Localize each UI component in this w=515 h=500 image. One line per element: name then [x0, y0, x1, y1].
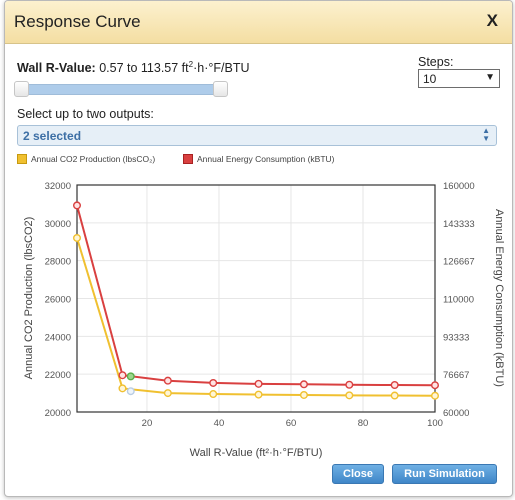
x-tick-label: 40	[214, 418, 225, 429]
outputs-multiselect[interactable]: 2 selected ▲ ▼	[17, 125, 497, 146]
parameter-range-text: 0.57 to 113.57 ft	[99, 61, 189, 76]
right-tick-label: 160000	[443, 181, 475, 192]
data-point-co2	[390, 391, 399, 400]
steps-label: Steps:	[418, 55, 454, 69]
close-icon[interactable]: X	[486, 11, 498, 30]
chart-grid	[77, 185, 435, 412]
parameter-range-label: Wall R-Value: 0.57 to 113.57 ft2·h·°F/BT…	[17, 60, 249, 75]
parameter-name: Wall R-Value:	[17, 61, 96, 76]
outputs-selected-text: 2 selected	[23, 129, 82, 143]
parameter-unit-sup: 2	[188, 60, 194, 69]
dialog-title: Response Curve	[14, 12, 141, 31]
current-point-co2	[126, 387, 135, 396]
left-axis-label: Annual CO2 Production (lbsCO2)	[23, 217, 35, 380]
data-point-co2	[209, 390, 218, 399]
left-tick-label: 28000	[45, 257, 71, 268]
left-axis-ticks: 20000 22000 24000 26000 28000 30000 32000	[45, 181, 71, 419]
right-tick-label: 93333	[443, 332, 469, 343]
data-point-co2	[254, 390, 263, 399]
data-point-energy	[118, 371, 127, 380]
left-tick-label: 26000	[45, 295, 71, 306]
x-tick-label: 60	[286, 418, 297, 429]
data-point-energy	[72, 201, 81, 210]
run-simulation-button[interactable]: Run Simulation	[392, 464, 497, 484]
plot-frame	[76, 184, 436, 413]
legend-label-co2: Annual CO2 Production (lbsCO₂)	[31, 154, 156, 164]
steps-select[interactable]: 10 ▼	[418, 69, 500, 88]
right-tick-label: 126667	[443, 257, 475, 268]
parameter-unit-rest: ·h·°F/BTU	[193, 61, 250, 76]
data-point-energy	[431, 381, 440, 390]
series-line-co2	[76, 237, 436, 397]
close-button[interactable]: Close	[332, 464, 384, 484]
series-lines	[76, 205, 436, 397]
data-point-co2	[118, 384, 127, 393]
steps-value: 10	[423, 72, 437, 86]
legend-label-energy: Annual Energy Consumption (kBTU)	[197, 154, 335, 164]
left-tick-label: 22000	[45, 370, 71, 381]
dropdown-arrow-icon: ▼	[485, 72, 495, 83]
x-tick-label: 20	[142, 418, 153, 429]
updown-arrows-icon: ▲ ▼	[482, 126, 490, 143]
data-point-energy	[390, 380, 399, 389]
right-axis-ticks: 60000 76667 93333 110000 126667 143333 160000	[443, 181, 475, 419]
right-tick-label: 143333	[443, 219, 475, 230]
x-axis-label: Wall R-Value (ft²·h·°F/BTU)	[190, 447, 323, 459]
data-point-co2	[345, 391, 354, 400]
legend-swatch-co2	[17, 154, 27, 164]
data-point-energy	[209, 378, 218, 387]
data-point-energy	[299, 380, 308, 389]
right-tick-label: 76667	[443, 370, 469, 381]
x-axis-ticks: 20 40 60 80 100	[142, 418, 443, 429]
range-slider-max-handle[interactable]	[213, 81, 228, 97]
right-tick-label: 60000	[443, 408, 469, 419]
left-tick-label: 30000	[45, 219, 71, 230]
x-tick-label: 100	[427, 418, 443, 429]
left-tick-label: 32000	[45, 181, 71, 192]
left-tick-label: 24000	[45, 332, 71, 343]
data-point-co2	[299, 390, 308, 399]
series-points	[72, 201, 440, 400]
response-curve-chart: 20000 22000 24000 26000 28000 30000 32000 6000…	[23, 181, 505, 459]
legend-item-energy: Annual Energy Consumption (kBTU)	[183, 154, 334, 164]
right-axis-label: Annual Energy Consumption (kBTU)	[493, 209, 505, 387]
data-point-energy	[345, 380, 354, 389]
data-point-co2	[72, 233, 81, 242]
series-line-energy	[76, 205, 436, 387]
dialog-titlebar: Response Curve X	[5, 1, 512, 44]
outputs-label: Select up to two outputs:	[17, 107, 154, 121]
data-point-co2	[431, 391, 440, 400]
x-tick-label: 80	[358, 418, 369, 429]
legend-item-co2: Annual CO2 Production (lbsCO₂)	[17, 154, 155, 164]
range-slider-track[interactable]	[17, 84, 223, 95]
data-point-co2	[163, 389, 172, 398]
response-curve-dialog: Response Curve X Wall R-Value: 0.57 to 1…	[4, 0, 513, 497]
range-slider-min-handle[interactable]	[14, 81, 29, 97]
legend-swatch-energy	[183, 154, 193, 164]
data-point-energy	[163, 376, 172, 385]
current-point-energy	[126, 372, 135, 381]
left-tick-label: 20000	[45, 408, 71, 419]
data-point-energy	[254, 379, 263, 388]
right-tick-label: 110000	[443, 295, 474, 306]
